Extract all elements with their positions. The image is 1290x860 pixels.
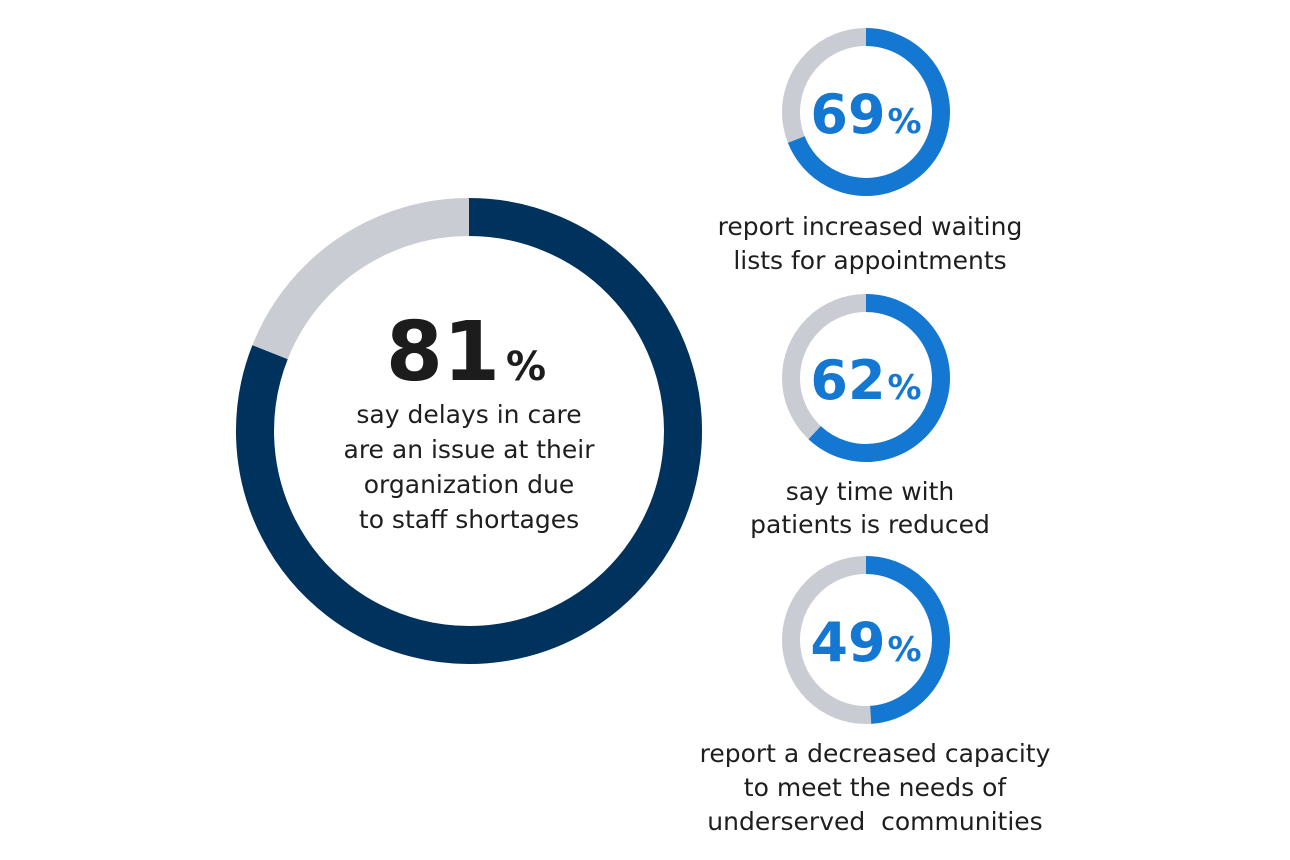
value-label-delays: 81% [386,305,546,400]
value-unit-waiting: % [888,102,922,142]
value-number-time: 62 [810,349,885,412]
donut-value-arc-waiting [787,28,950,196]
donut-value-arc-capacity [865,556,950,724]
caption-line-delays-1: say delays in care [356,400,581,429]
caption-line-time-2: patients is reduced [750,510,990,539]
value-number-delays: 81 [386,305,500,400]
caption-line-time-1: say time with [786,477,955,506]
value-unit-time: % [888,368,922,408]
value-unit-capacity: % [888,630,922,670]
donut-value-arc-delays [236,198,702,664]
caption-line-waiting-2: lists for appointments [733,246,1006,275]
value-label-waiting: 69% [810,83,921,146]
caption-line-delays-4: to staff shortages [359,505,579,534]
caption-line-capacity-3: underserved communities [707,807,1042,836]
value-number-capacity: 49 [810,611,885,674]
value-number-waiting: 69 [810,83,885,146]
caption-line-delays-2: are an issue at their [344,435,596,464]
value-label-capacity: 49% [810,611,921,674]
caption-line-capacity-1: report a decreased capacity [700,739,1051,768]
caption-line-capacity-2: to meet the needs of [744,773,1008,802]
value-unit-delays: % [506,344,546,390]
donut-value-arc-time [808,294,950,462]
caption-line-waiting-1: report increased waiting [718,212,1023,241]
value-label-time: 62% [810,349,921,412]
caption-line-delays-3: organization due [364,470,575,499]
